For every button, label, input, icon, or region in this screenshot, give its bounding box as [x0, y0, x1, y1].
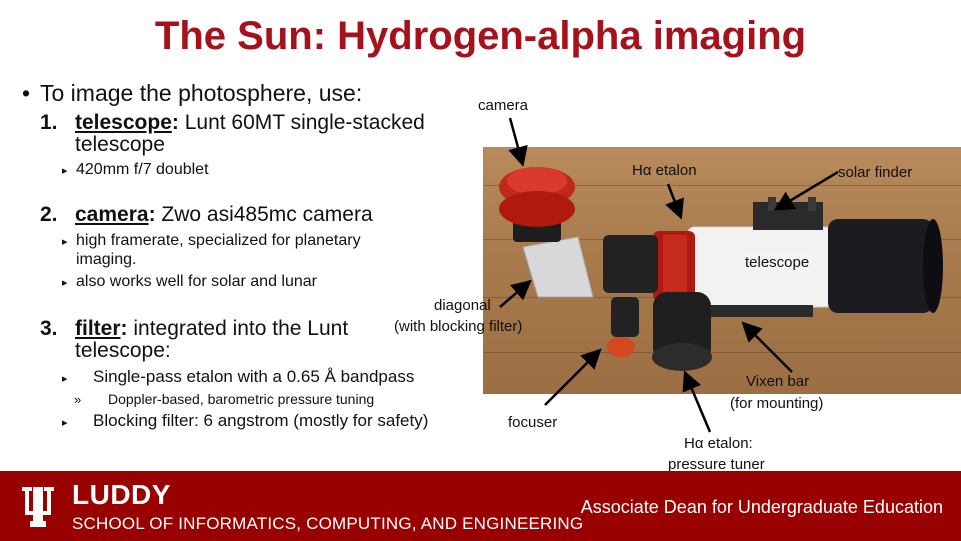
- triangle-bullet-icon: ▸: [62, 277, 68, 289]
- bullet-dot-icon: •: [22, 80, 31, 106]
- label-ha-etalon: Hα etalon: [632, 162, 697, 179]
- intro-text: To image the photosphere, use:: [40, 80, 363, 106]
- item-text: integrated into the Lunt: [127, 317, 349, 340]
- sub-bullet: ▸ 420mm f/7 doublet: [62, 161, 462, 180]
- telescope-photo: [483, 147, 961, 394]
- sub-text-cont: imaging.: [76, 251, 137, 268]
- list-item-filter: 3. filter: integrated into the Lunt teles…: [40, 318, 480, 362]
- footer-bar: LUDDY SCHOOL OF INFORMATICS, COMPUTING, …: [0, 471, 961, 541]
- list-item-telescope: 1. telescope: Lunt 60MT single-stacked te…: [40, 112, 480, 156]
- item-text-cont: telescope:: [75, 339, 171, 362]
- intro-bullet: • To image the photosphere, use:: [22, 80, 362, 107]
- sub-text: also works well for solar and lunar: [76, 273, 317, 290]
- sub-text: Blocking filter: 6 angstrom (mostly for …: [93, 411, 429, 430]
- sub-sub-bullet: » Doppler-based, barometric pressure tuni…: [74, 391, 374, 407]
- sub-bullet: ▸ Single-pass etalon with a 0.65 Å bandpa…: [62, 367, 482, 387]
- item-text: Lunt 60MT single-stacked: [178, 111, 425, 134]
- triangle-bullet-icon: ▸: [62, 417, 68, 429]
- item-number: 2.: [40, 203, 58, 226]
- triangle-bullet-icon: ▸: [62, 373, 68, 385]
- item-keyword: camera: [75, 203, 149, 226]
- item-number: 3.: [40, 317, 58, 340]
- luddy-brand: LUDDY: [72, 479, 171, 510]
- sub-bullet: ▸ high framerate, specialized for planeta…: [62, 232, 462, 269]
- label-pressure-tuner-note: pressure tuner: [668, 456, 765, 473]
- school-name: SCHOOL OF INFORMATICS, COMPUTING, AND EN…: [72, 514, 584, 533]
- footer-role: Associate Dean for Undergraduate Educati…: [580, 497, 943, 517]
- label-camera: camera: [478, 97, 529, 114]
- sub-bullet: ▸ Blocking filter: 6 angstrom (mostly for…: [62, 411, 482, 431]
- triangle-bullet-icon: ▸: [62, 165, 68, 177]
- sub-text: high framerate, specialized for planetar…: [76, 232, 361, 249]
- label-focuser: focuser: [508, 414, 558, 431]
- label-vixen-note: (for mounting): [730, 395, 824, 412]
- item-text: Zwo asi485mc camera: [155, 203, 373, 226]
- label-solar-finder: solar finder: [838, 164, 913, 181]
- sub-bullet: ▸ also works well for solar and lunar: [62, 273, 462, 292]
- label-diagonal-note: (with blocking filter): [394, 318, 523, 335]
- label-diagonal: diagonal: [434, 297, 491, 314]
- label-vixen-bar: Vixen bar: [746, 373, 810, 390]
- iu-trident-logo-icon: [22, 487, 54, 527]
- list-item-camera: 2. camera: Zwo asi485mc camera: [40, 203, 373, 226]
- double-chevron-icon: »: [74, 392, 82, 407]
- label-pressure-tuner: Hα etalon:: [684, 435, 753, 452]
- telescope-illustration: [499, 167, 943, 371]
- slide-title: The Sun: Hydrogen-alpha imaging: [154, 14, 807, 58]
- item-text-cont: telescope: [75, 133, 165, 156]
- sub-text: Single-pass etalon with a 0.65 Å bandpas…: [93, 367, 415, 386]
- sub-text: 420mm f/7 doublet: [76, 161, 209, 178]
- item-number: 1.: [40, 111, 58, 134]
- label-telescope: telescope: [745, 254, 810, 271]
- sub-text: Doppler-based, barometric pressure tunin…: [108, 391, 375, 407]
- item-keyword: telescope: [75, 111, 172, 134]
- item-keyword: filter: [75, 317, 121, 340]
- triangle-bullet-icon: ▸: [62, 236, 68, 248]
